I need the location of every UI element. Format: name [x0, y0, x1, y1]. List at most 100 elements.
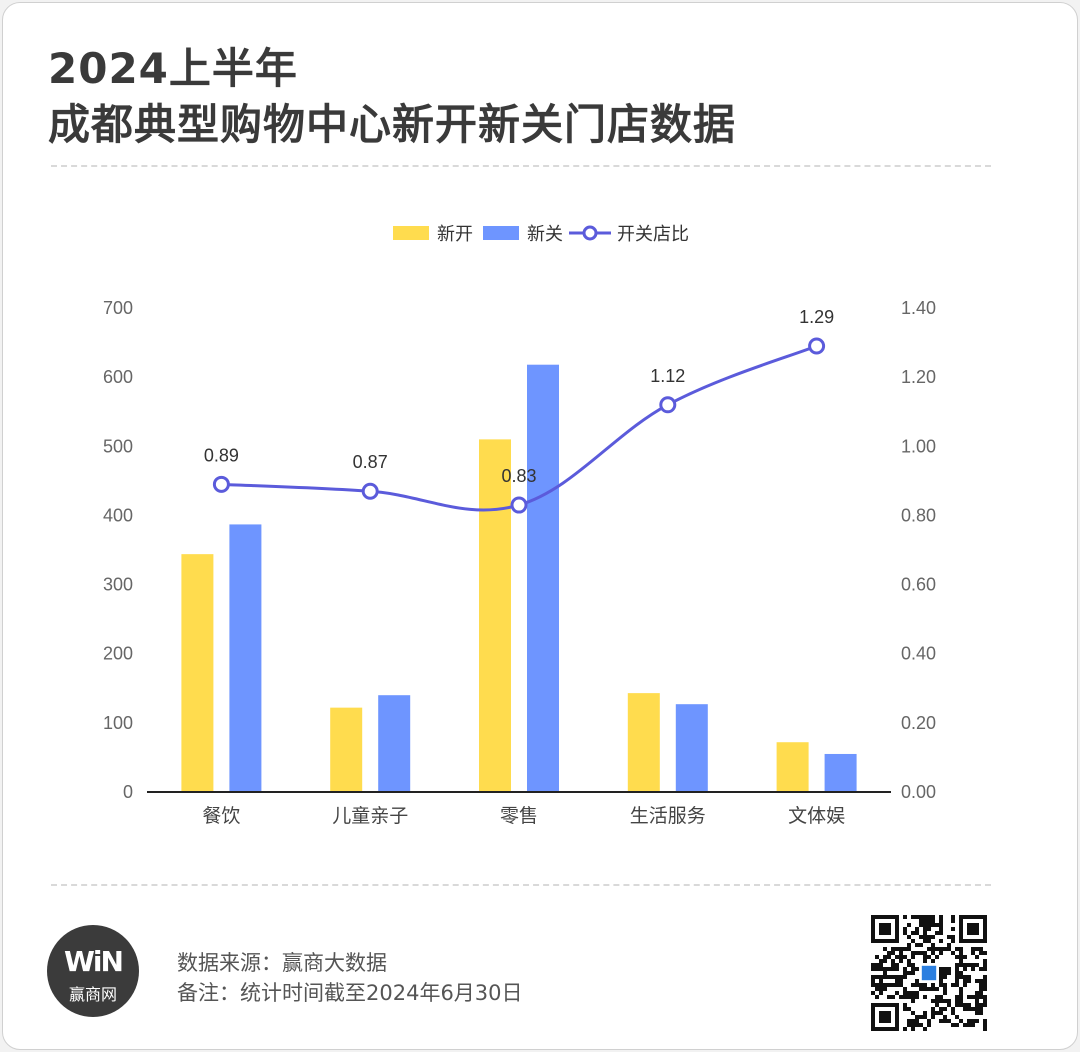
qr-module	[951, 919, 955, 923]
qr-module	[899, 983, 903, 987]
y-left-tick-label: 400	[103, 505, 133, 525]
qr-module	[943, 983, 947, 987]
qr-module	[931, 935, 935, 939]
qr-module	[911, 1011, 915, 1015]
qr-module	[947, 947, 951, 951]
qr-module	[903, 1007, 907, 1011]
qr-module	[935, 995, 939, 999]
qr-module	[939, 923, 943, 927]
qr-module	[955, 1015, 959, 1019]
qr-module	[951, 939, 955, 943]
qr-module	[939, 1019, 943, 1023]
bar-new-close	[824, 753, 857, 792]
qr-module	[935, 999, 939, 1003]
qr-module	[983, 963, 987, 967]
qr-module	[923, 983, 927, 987]
qr-module	[923, 1015, 927, 1019]
qr-module	[963, 1003, 967, 1007]
qr-module	[963, 963, 967, 967]
y-right-tick-label: 0.00	[901, 782, 936, 802]
qr-module	[959, 999, 963, 1003]
bottom-divider	[51, 884, 991, 886]
ratio-data-label: 1.29	[799, 307, 834, 327]
qr-module	[983, 975, 987, 979]
qr-module	[971, 1023, 975, 1027]
qr-module	[927, 1023, 931, 1027]
qr-module	[955, 975, 959, 979]
qr-module	[923, 955, 927, 959]
qr-module	[899, 995, 903, 999]
ratio-point	[659, 396, 677, 414]
bar-new-close	[527, 364, 559, 792]
qr-module	[979, 951, 983, 955]
qr-module	[923, 927, 927, 931]
qr-module	[931, 983, 935, 987]
qr-module	[927, 923, 931, 927]
qr-module	[919, 987, 923, 991]
qr-module	[895, 991, 899, 995]
qr-module	[971, 1019, 975, 1023]
qr-module	[915, 1023, 919, 1027]
qr-module	[911, 915, 915, 919]
qr-module	[943, 967, 947, 971]
qr-module	[887, 983, 891, 987]
qr-module	[919, 943, 923, 947]
qr-module	[927, 915, 931, 919]
qr-module	[927, 1019, 931, 1023]
qr-module	[979, 979, 983, 983]
qr-module	[915, 951, 919, 955]
qr-module	[895, 983, 899, 987]
qr-module	[915, 931, 919, 935]
qr-module	[875, 983, 879, 987]
qr-module	[971, 963, 975, 967]
qr-module	[907, 959, 911, 963]
y-right-tick-label: 1.40	[901, 298, 936, 318]
qr-module	[907, 935, 911, 939]
qr-module	[907, 943, 911, 947]
qr-module	[883, 959, 887, 963]
qr-module	[963, 979, 967, 983]
qr-module	[979, 1011, 983, 1015]
qr-module	[931, 943, 935, 947]
qr-module	[919, 935, 923, 939]
qr-module	[927, 987, 931, 991]
qr-module	[903, 931, 907, 935]
qr-module	[983, 1027, 987, 1031]
qr-module	[951, 935, 955, 939]
qr-module	[951, 915, 955, 919]
qr-module	[983, 1019, 987, 1023]
bar-new-close	[229, 524, 262, 792]
bar-new-open	[330, 707, 363, 792]
qr-module	[883, 987, 887, 991]
qr-module	[923, 935, 927, 939]
bar-new-open	[479, 439, 511, 792]
qr-module	[935, 1011, 939, 1015]
y-left-tick-label: 600	[103, 367, 133, 387]
qr-module	[911, 971, 915, 975]
qr-module	[971, 995, 975, 999]
qr-module	[903, 991, 907, 995]
legend-swatch-new-open	[393, 226, 429, 240]
qr-module	[983, 999, 987, 1003]
qr-module	[895, 963, 899, 967]
qr-module	[931, 1011, 935, 1015]
qr-module	[871, 975, 875, 979]
qr-module	[975, 947, 979, 951]
qr-module	[903, 987, 907, 991]
qr-module	[967, 1003, 971, 1007]
qr-module	[923, 987, 927, 991]
qr-module	[919, 919, 923, 923]
qr-module	[931, 923, 935, 927]
qr-module	[955, 999, 959, 1003]
qr-code-icon	[871, 915, 987, 1031]
qr-module	[915, 967, 919, 971]
qr-module	[963, 1007, 967, 1011]
bar-new-open	[776, 742, 809, 792]
qr-module	[959, 971, 963, 975]
qr-module	[983, 951, 987, 955]
y-right-tick-label: 1.20	[901, 367, 936, 387]
qr-module	[927, 939, 931, 943]
qr-module	[955, 967, 959, 971]
qr-module	[983, 995, 987, 999]
bar-new-close	[378, 695, 411, 792]
